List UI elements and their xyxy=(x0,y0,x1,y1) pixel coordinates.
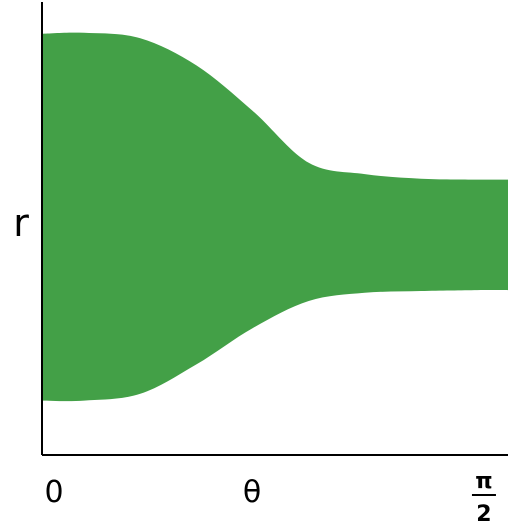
x-tick-labels: 0 π 2 xyxy=(44,469,496,527)
area-band-0 xyxy=(42,32,508,402)
y-axis-label: r xyxy=(13,201,29,245)
x-tick-label-0: 0 xyxy=(44,475,63,510)
band-layer xyxy=(42,32,508,402)
x-tick-label-numerator-1: π xyxy=(475,469,492,494)
x-tick-label-denominator-1: 2 xyxy=(476,502,491,527)
x-axis-label: θ xyxy=(243,475,261,510)
